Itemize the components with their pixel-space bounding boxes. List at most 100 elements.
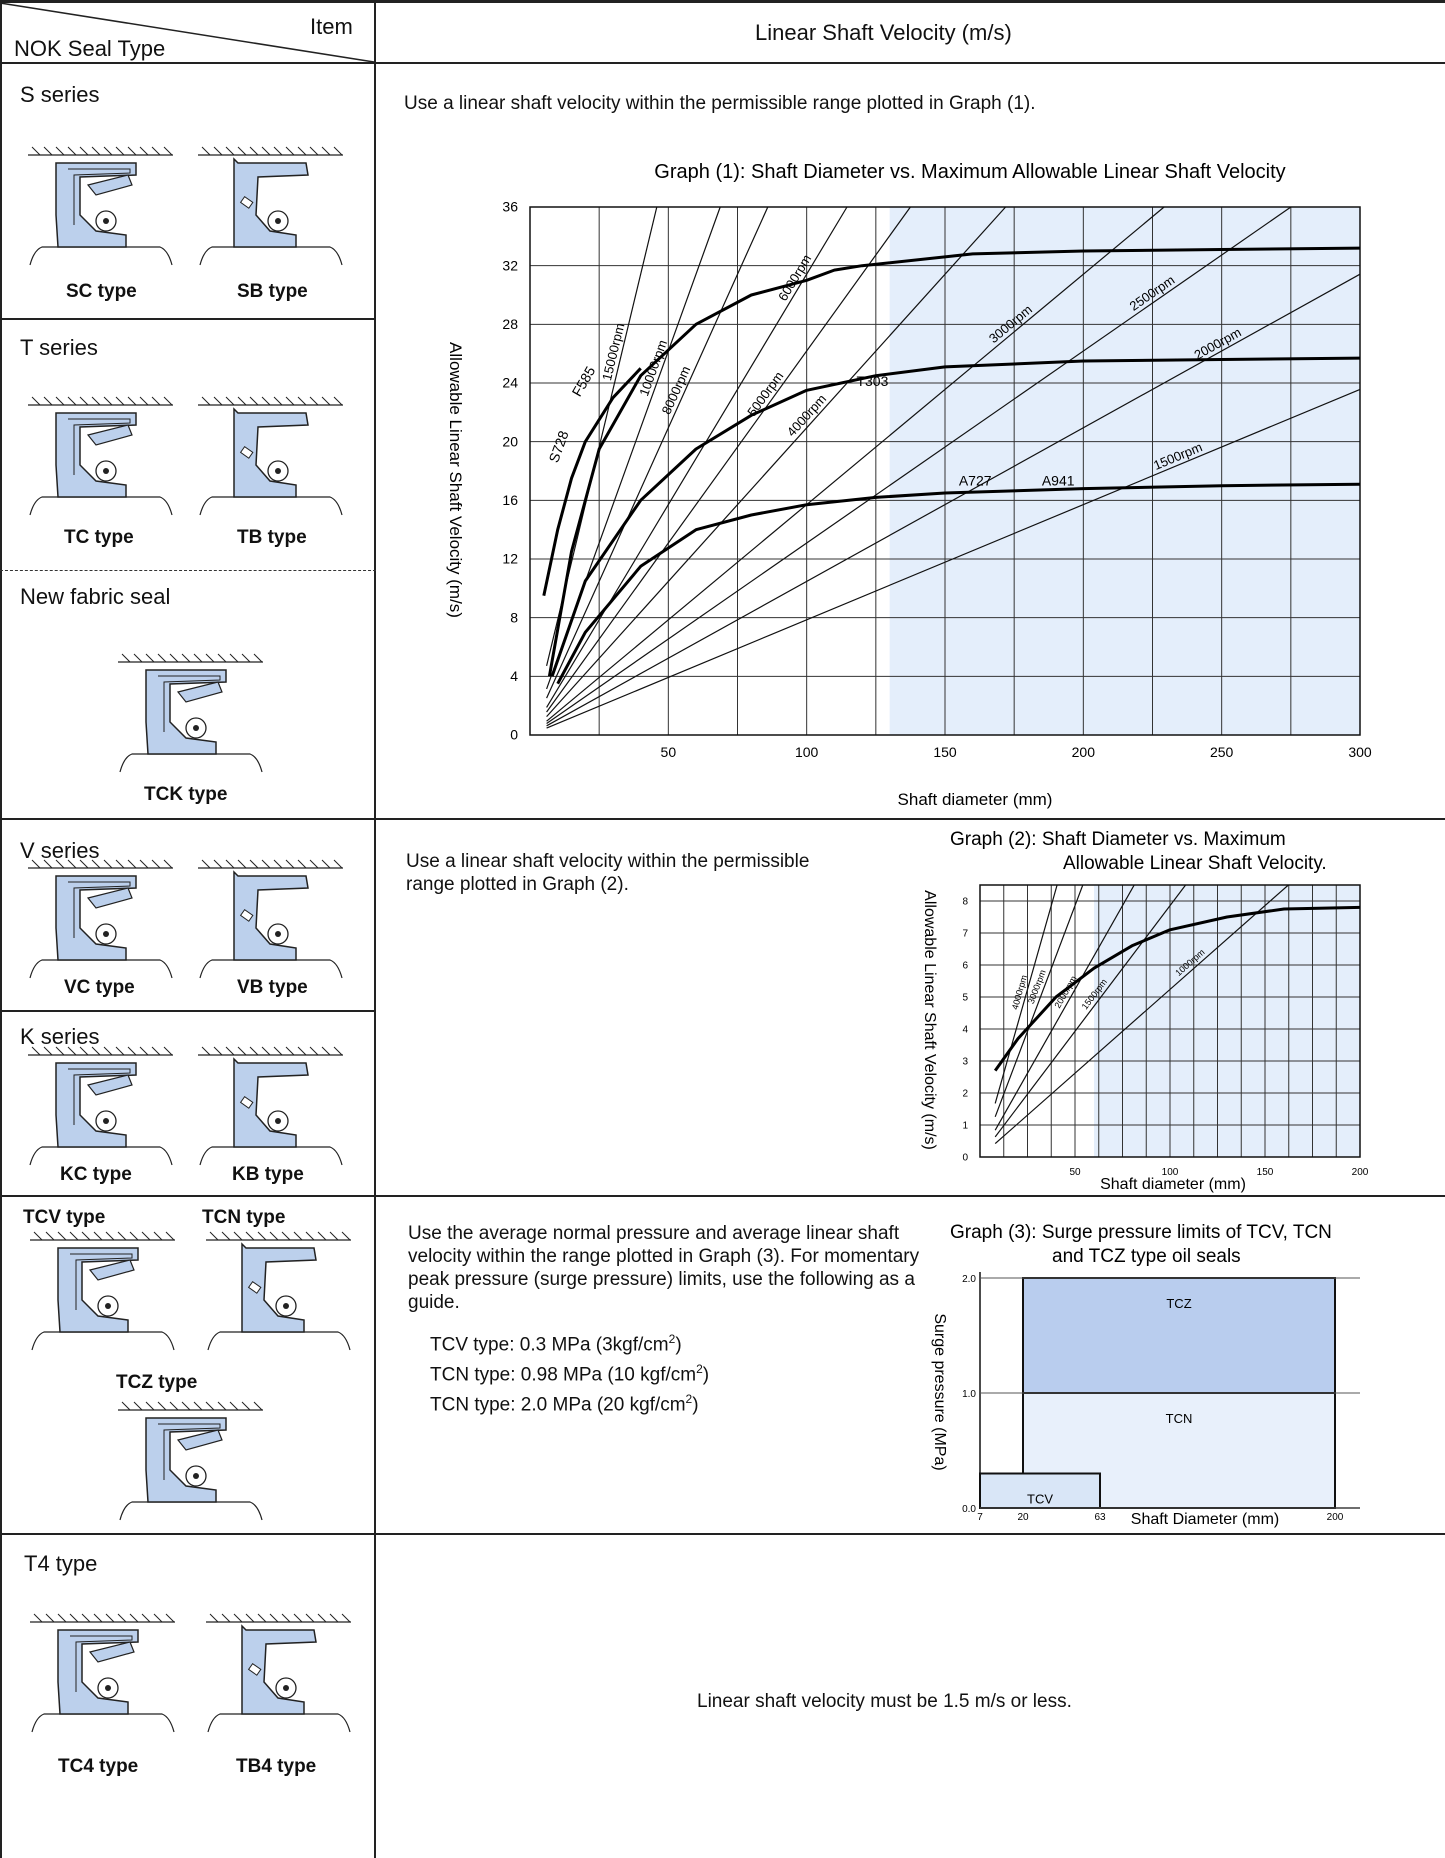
type-label-tb4: TB4 type [236,1756,317,1777]
row-divider [0,1195,1445,1197]
type-label-kc: KC type [60,1164,132,1185]
type-label-vb: VB type [237,977,308,998]
graph-1: Graph (1): Shaft Diameter vs. Maximum Al… [446,161,1372,809]
type-label-tc4: TC4 type [58,1756,139,1777]
graph-3: Graph (3): Surge pressure limits of TCV,… [931,1222,1360,1528]
y-tick-label: 24 [502,375,518,391]
type-label-sc: SC type [66,281,137,302]
plot-shading [889,207,1360,735]
x-tick-label: 50 [1069,1167,1081,1178]
unit-superscript: 2 [685,1392,693,1406]
type-label-tcz: TCZ type [116,1372,198,1393]
graph-3-title-line2: and TCZ type oil seals [1052,1246,1241,1267]
curve-annotation: A941 [1042,473,1075,489]
x-tick-label: 100 [1162,1167,1179,1178]
curve-annotation: T303 [856,373,888,389]
paren: ) [702,1364,710,1386]
y-tick-label: 0 [962,1152,968,1163]
type-label-tcn: TCN type [202,1207,286,1228]
row-divider [0,818,1445,820]
rpm-line-label: 6000rpm [775,252,814,304]
graph-3-xlabel: Shaft Diameter (mm) [1131,1511,1279,1528]
rpm-line [994,884,1187,1138]
graph-1-title: Graph (1): Shaft Diameter vs. Maximum Al… [654,161,1285,183]
rpm-line [994,884,1135,1131]
y-tick-label: 32 [502,257,518,273]
limit-curve [542,367,642,597]
limit-curve [547,246,1361,677]
row-divider [0,1533,1445,1535]
row-divider-dashed [0,570,376,571]
rpm-line-label: 8000rpm [659,364,694,417]
x-tick-label: 200 [1327,1512,1344,1523]
curve-annotation: S728 [545,428,571,464]
header-bottom-border [0,62,1445,64]
series-label-t: T series [20,335,98,360]
seal-illustrations [0,0,376,1858]
rpm-line-label: 15000rpm [599,322,627,382]
rpm-line [994,884,1084,1118]
header-velocity-label: Linear Shaft Velocity (m/s) [755,20,1012,45]
rpm-line [546,206,769,699]
type-label-vc: VC type [64,977,135,998]
limit-curve [556,482,1361,685]
row-divider [0,318,376,320]
s-series-description: Use a linear shaft velocity within the p… [404,93,1036,114]
limit-curve [993,905,1361,1072]
type-label-sb: SB type [237,281,308,302]
y-tick-label: 1 [962,1120,968,1131]
plot-shading [1094,885,1360,1157]
x-tick-label: 200 [1352,1167,1369,1178]
y-tick-label: 8 [962,896,968,907]
rpm-line [546,206,848,708]
tcz-limit-text: TCN type: 2.0 MPa (20 kgf/cm [430,1394,686,1416]
y-tick-label: 12 [502,551,518,567]
series-label-s: S series [20,82,100,107]
x-tick-label: 250 [1210,744,1234,760]
y-tick-label: 0.0 [962,1504,976,1515]
surge-region-label: TCZ [1166,1296,1191,1311]
y-tick-label: 4 [962,1024,968,1035]
tcv-limit: TCV type: 0.3 MPa (3kgf/cm2) [430,1328,682,1356]
header-diagonal [0,2,375,63]
series-label-k: K series [20,1024,100,1049]
y-tick-label: 28 [502,316,518,332]
y-tick-label: 1.0 [962,1389,976,1400]
v-series-description: Use a linear shaft velocity within the p… [406,851,810,895]
paren: ) [675,1334,682,1356]
graph-3-title: Graph (3): Surge pressure limits of TCV,… [950,1222,1332,1243]
rpm-line [546,388,1361,729]
curve-annotation: F585 [569,363,599,399]
surge-region-label: TCN [1166,1411,1193,1426]
x-tick-label: 50 [661,744,677,760]
unit-superscript: 2 [668,1332,676,1346]
x-tick-label: 63 [1094,1512,1106,1523]
x-tick-label: 100 [795,744,819,760]
rpm-line [994,884,1058,1104]
graph-1-xlabel: Shaft diameter (mm) [898,790,1053,809]
paren: ) [692,1394,699,1416]
series-label-t4: T4 type [24,1551,98,1576]
type-label-tc: TC type [64,527,134,548]
x-tick-label: 300 [1348,744,1372,760]
tcv-description: Use the average normal pressure and aver… [408,1223,920,1313]
graph-2-xlabel: Shaft diameter (mm) [1100,1176,1246,1193]
tcv-limit-text: TCV type: 0.3 MPa (3kgf/cm [430,1334,669,1356]
y-tick-label: 0 [510,727,518,743]
x-tick-label: 20 [1017,1512,1029,1523]
x-tick-label: 150 [1257,1167,1274,1178]
graph-2-ylabel: Allowable Linear Shaft Velocity (m/s) [921,890,938,1150]
y-tick-label: 16 [502,492,518,508]
surge-region [1022,1277,1336,1394]
type-label-kb: KB type [232,1164,304,1185]
plot-frame [979,884,1361,1158]
rpm-line-label: 5000rpm [744,369,786,419]
table-left-border [0,0,2,1858]
unit-superscript: 2 [696,1362,703,1376]
tcn-limit: TCN type: 0.98 MPa (10 kgf/cm2) [430,1358,709,1386]
surge-region-label: TCV [1027,1492,1053,1507]
limit-curve [550,356,1361,677]
y-tick-label: 20 [502,433,518,449]
x-tick-label: 150 [933,744,957,760]
rpm-line-label: 10000rpm [636,338,670,398]
